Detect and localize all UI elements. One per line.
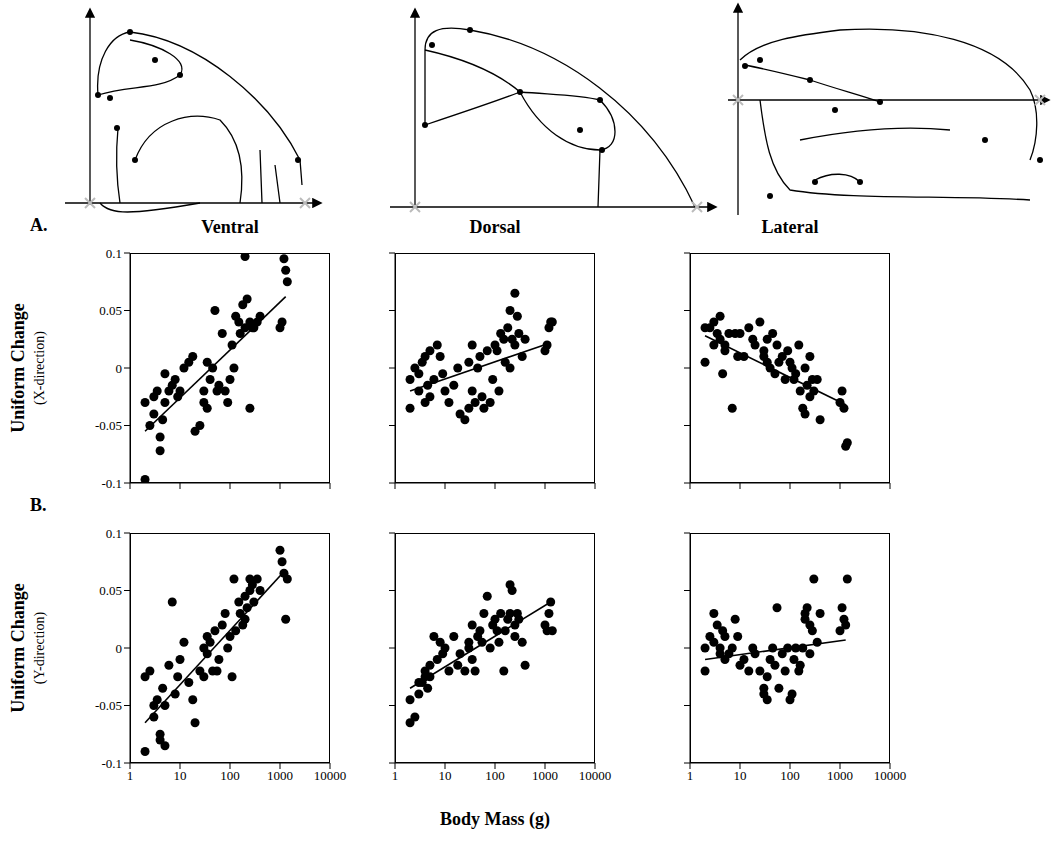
svg-text:10: 10 xyxy=(734,768,747,783)
svg-text:100: 100 xyxy=(220,768,240,783)
svg-text:-0.05: -0.05 xyxy=(95,698,122,713)
svg-text:10000: 10000 xyxy=(874,768,907,783)
svg-text:-0.1: -0.1 xyxy=(101,476,122,491)
html-text:(Y-direction): (Y-direction) xyxy=(32,611,47,685)
html-text:Uniform Change: Uniform Change xyxy=(8,583,28,713)
svg-text:10: 10 xyxy=(439,768,452,783)
svg-text:0.1: 0.1 xyxy=(106,526,122,541)
html-text:B.: B. xyxy=(30,495,47,515)
html-text:A.: A. xyxy=(30,215,48,235)
html-text:(X-direction): (X-direction) xyxy=(32,331,47,405)
svg-text:1: 1 xyxy=(392,768,399,783)
html-text:Lateral: Lateral xyxy=(761,217,819,237)
svg-text:100: 100 xyxy=(780,768,800,783)
svg-text:10000: 10000 xyxy=(314,768,347,783)
svg-text:-0.1: -0.1 xyxy=(101,756,122,771)
svg-text:1000: 1000 xyxy=(532,768,558,783)
svg-text:0: 0 xyxy=(116,641,123,656)
svg-text:1: 1 xyxy=(687,768,694,783)
svg-text:0.05: 0.05 xyxy=(99,303,122,318)
svg-text:0.1: 0.1 xyxy=(106,246,122,261)
html-text:Dorsal: Dorsal xyxy=(469,217,521,237)
svg-text:0: 0 xyxy=(116,361,123,376)
html-text:Body Mass (g): Body Mass (g) xyxy=(440,809,550,829)
svg-text:-0.05: -0.05 xyxy=(95,418,122,433)
svg-text:0.05: 0.05 xyxy=(99,583,122,598)
svg-text:1000: 1000 xyxy=(827,768,853,783)
svg-text:1: 1 xyxy=(127,768,134,783)
svg-text:100: 100 xyxy=(485,768,505,783)
svg-text:1000: 1000 xyxy=(267,768,293,783)
svg-text:10000: 10000 xyxy=(579,768,612,783)
html-text:Ventral: Ventral xyxy=(201,217,259,237)
html-text:Uniform Change: Uniform Change xyxy=(8,303,28,433)
svg-text:10: 10 xyxy=(174,768,187,783)
